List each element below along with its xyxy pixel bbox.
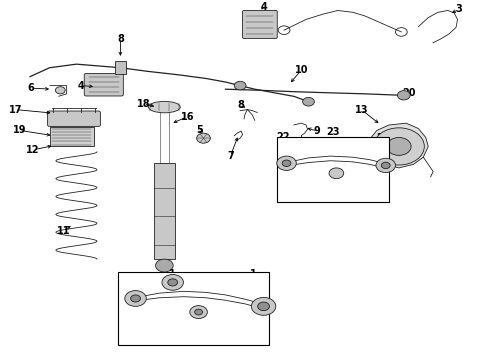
FancyBboxPatch shape [243, 10, 277, 39]
Text: 5: 5 [196, 125, 203, 135]
Circle shape [303, 98, 315, 106]
Text: 8: 8 [117, 34, 124, 44]
Circle shape [234, 81, 246, 90]
FancyBboxPatch shape [48, 111, 100, 126]
Circle shape [376, 158, 395, 172]
Text: 12: 12 [25, 145, 39, 155]
Circle shape [251, 297, 276, 315]
Circle shape [387, 138, 411, 156]
Circle shape [277, 156, 296, 170]
Text: 22: 22 [276, 132, 290, 142]
Ellipse shape [148, 102, 180, 113]
Text: 6: 6 [27, 83, 34, 93]
Circle shape [397, 91, 410, 100]
Circle shape [258, 302, 270, 311]
Bar [154, 162, 175, 259]
Text: 19: 19 [13, 125, 26, 135]
Circle shape [156, 259, 173, 272]
Bar [277, 138, 389, 202]
Circle shape [125, 291, 147, 306]
Circle shape [195, 309, 202, 315]
Circle shape [162, 275, 183, 290]
Circle shape [190, 306, 207, 319]
Bar [118, 272, 270, 345]
Text: 15: 15 [345, 184, 358, 194]
Text: 18: 18 [137, 99, 150, 108]
Text: 23: 23 [326, 127, 340, 137]
Circle shape [131, 295, 141, 302]
Text: 14: 14 [187, 332, 200, 342]
Polygon shape [369, 123, 428, 168]
Text: 3: 3 [456, 4, 463, 14]
Text: 16: 16 [181, 112, 194, 122]
Circle shape [55, 87, 65, 94]
Text: 13: 13 [355, 105, 368, 114]
Circle shape [329, 168, 343, 179]
Bar [115, 61, 126, 74]
Text: 1: 1 [250, 269, 257, 279]
Text: 4: 4 [260, 2, 267, 12]
Circle shape [282, 160, 291, 166]
Circle shape [168, 279, 177, 286]
Text: 4: 4 [78, 81, 85, 91]
FancyBboxPatch shape [84, 73, 123, 96]
Text: 17: 17 [9, 105, 22, 114]
Circle shape [196, 133, 210, 143]
Text: 2: 2 [123, 281, 130, 291]
Text: 8: 8 [238, 100, 245, 109]
Circle shape [381, 162, 390, 168]
Text: 20: 20 [402, 88, 416, 98]
Text: 1: 1 [170, 269, 176, 279]
Circle shape [373, 128, 424, 165]
Bar [49, 127, 94, 147]
Text: 21: 21 [311, 189, 324, 199]
Text: 9: 9 [314, 126, 320, 136]
Text: 7: 7 [227, 151, 234, 161]
Text: 10: 10 [294, 65, 308, 75]
Text: 11: 11 [56, 226, 70, 236]
Text: 22: 22 [376, 133, 390, 143]
